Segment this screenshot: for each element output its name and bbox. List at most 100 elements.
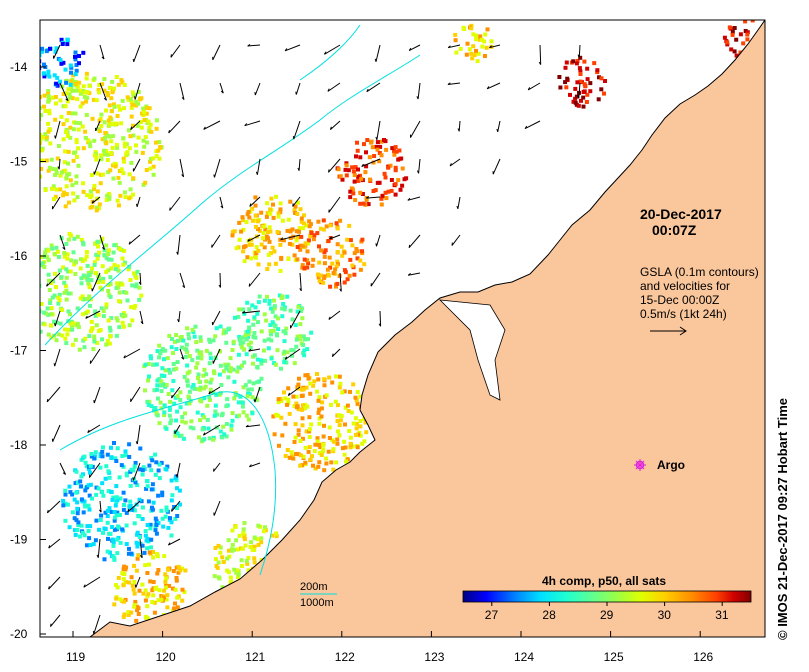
sst-cell: [375, 180, 380, 185]
sst-cell: [250, 395, 255, 400]
velocity-arrow: [448, 44, 461, 49]
sst-cell: [230, 411, 235, 416]
sst-cell: [256, 219, 260, 224]
sst-cell: [252, 560, 257, 565]
sst-cell: [114, 142, 119, 147]
sst-cell: [208, 356, 213, 361]
sst-cell: [277, 293, 282, 298]
sst-cell: [109, 266, 114, 271]
sst-cell: [382, 171, 387, 176]
sst-cell: [102, 77, 107, 81]
depth-legend-200m: 200m: [300, 581, 328, 593]
sst-cell: [175, 338, 180, 343]
velocity-arrow-head: [327, 88, 330, 92]
sst-cell: [160, 493, 165, 498]
sst-cell: [116, 104, 121, 109]
sst-cell: [60, 333, 65, 338]
sst-cell: [347, 429, 352, 433]
sst-cell: [185, 383, 190, 388]
sst-cell: [237, 307, 242, 312]
sst-cell: [116, 575, 121, 580]
sst-cell: [60, 308, 65, 312]
sst-cell: [151, 580, 156, 584]
sst-cell: [312, 233, 317, 238]
sst-cell: [67, 200, 71, 205]
sst-cell: [122, 106, 126, 111]
sst-cell: [121, 136, 126, 141]
sst-cell: [302, 348, 307, 353]
sst-cell: [71, 191, 76, 196]
sst-cell: [268, 329, 273, 333]
sst-cell: [335, 250, 340, 254]
sst-cell: [269, 196, 274, 201]
sst-cell: [740, 16, 744, 20]
sst-cell: [94, 98, 99, 103]
sst-cell: [29, 124, 33, 128]
sst-cell: [224, 364, 229, 369]
sst-cell: [40, 113, 44, 118]
sst-cell: [90, 116, 95, 121]
sst-cell: [156, 493, 161, 498]
sst-cell: [58, 79, 63, 84]
sst-cell: [262, 338, 267, 343]
sst-cell: [322, 468, 327, 473]
sst-cell: [282, 329, 287, 334]
sst-cell: [382, 138, 386, 142]
sst-cell: [138, 97, 143, 102]
sst-cell: [343, 167, 348, 172]
sst-cell: [113, 121, 118, 126]
sst-cell: [109, 139, 114, 144]
sst-cell: [309, 231, 314, 235]
velocity-arrow-head: [447, 82, 451, 85]
sst-cell: [241, 340, 246, 345]
sst-cell: [220, 585, 225, 590]
sst-cell: [154, 523, 159, 527]
sst-cell: [75, 506, 80, 511]
sst-cell: [73, 272, 78, 276]
sst-cell: [276, 316, 280, 321]
sst-cell: [207, 398, 212, 402]
sst-cell: [58, 173, 63, 178]
sst-cell: [105, 133, 110, 138]
sst-cell: [234, 538, 239, 543]
sst-cell: [40, 148, 44, 153]
sst-cell: [87, 272, 92, 277]
sst-cell: [298, 439, 303, 443]
sst-cell: [187, 389, 192, 394]
sst-cell: [54, 187, 59, 192]
sst-cell: [150, 600, 155, 604]
sst-cell: [259, 376, 264, 381]
sst-cell: [143, 533, 148, 538]
sst-cell: [575, 59, 580, 63]
sst-cell: [84, 71, 89, 76]
velocity-arrow-head: [447, 45, 451, 49]
sst-cell: [114, 583, 118, 587]
sst-cell: [256, 523, 261, 528]
sst-cell: [76, 163, 81, 168]
sst-cell: [163, 579, 168, 584]
sst-cell: [91, 347, 96, 352]
sst-cell: [168, 399, 173, 404]
sst-cell: [126, 551, 131, 556]
sst-cell: [290, 227, 295, 232]
sst-cell: [259, 329, 264, 334]
sst-cell: [36, 291, 40, 295]
sst-cell: [24, 306, 28, 310]
sst-cell: [103, 135, 108, 140]
velocity-arrow-head: [524, 125, 528, 129]
sst-cell: [115, 551, 120, 556]
sst-cell: [54, 81, 59, 86]
velocity-arrow: [408, 234, 421, 249]
sst-cell: [66, 149, 71, 154]
sst-cell: [98, 465, 103, 470]
velocity-arrow: [46, 386, 61, 403]
sst-cell: [292, 361, 297, 366]
sst-cell: [304, 429, 309, 434]
sst-cell: [28, 263, 32, 267]
sst-cell: [250, 303, 255, 308]
sst-cell: [149, 156, 153, 161]
sst-cell: [465, 41, 470, 46]
sst-cell: [113, 456, 118, 461]
sst-cell: [183, 420, 188, 425]
sst-cell: [34, 125, 38, 129]
